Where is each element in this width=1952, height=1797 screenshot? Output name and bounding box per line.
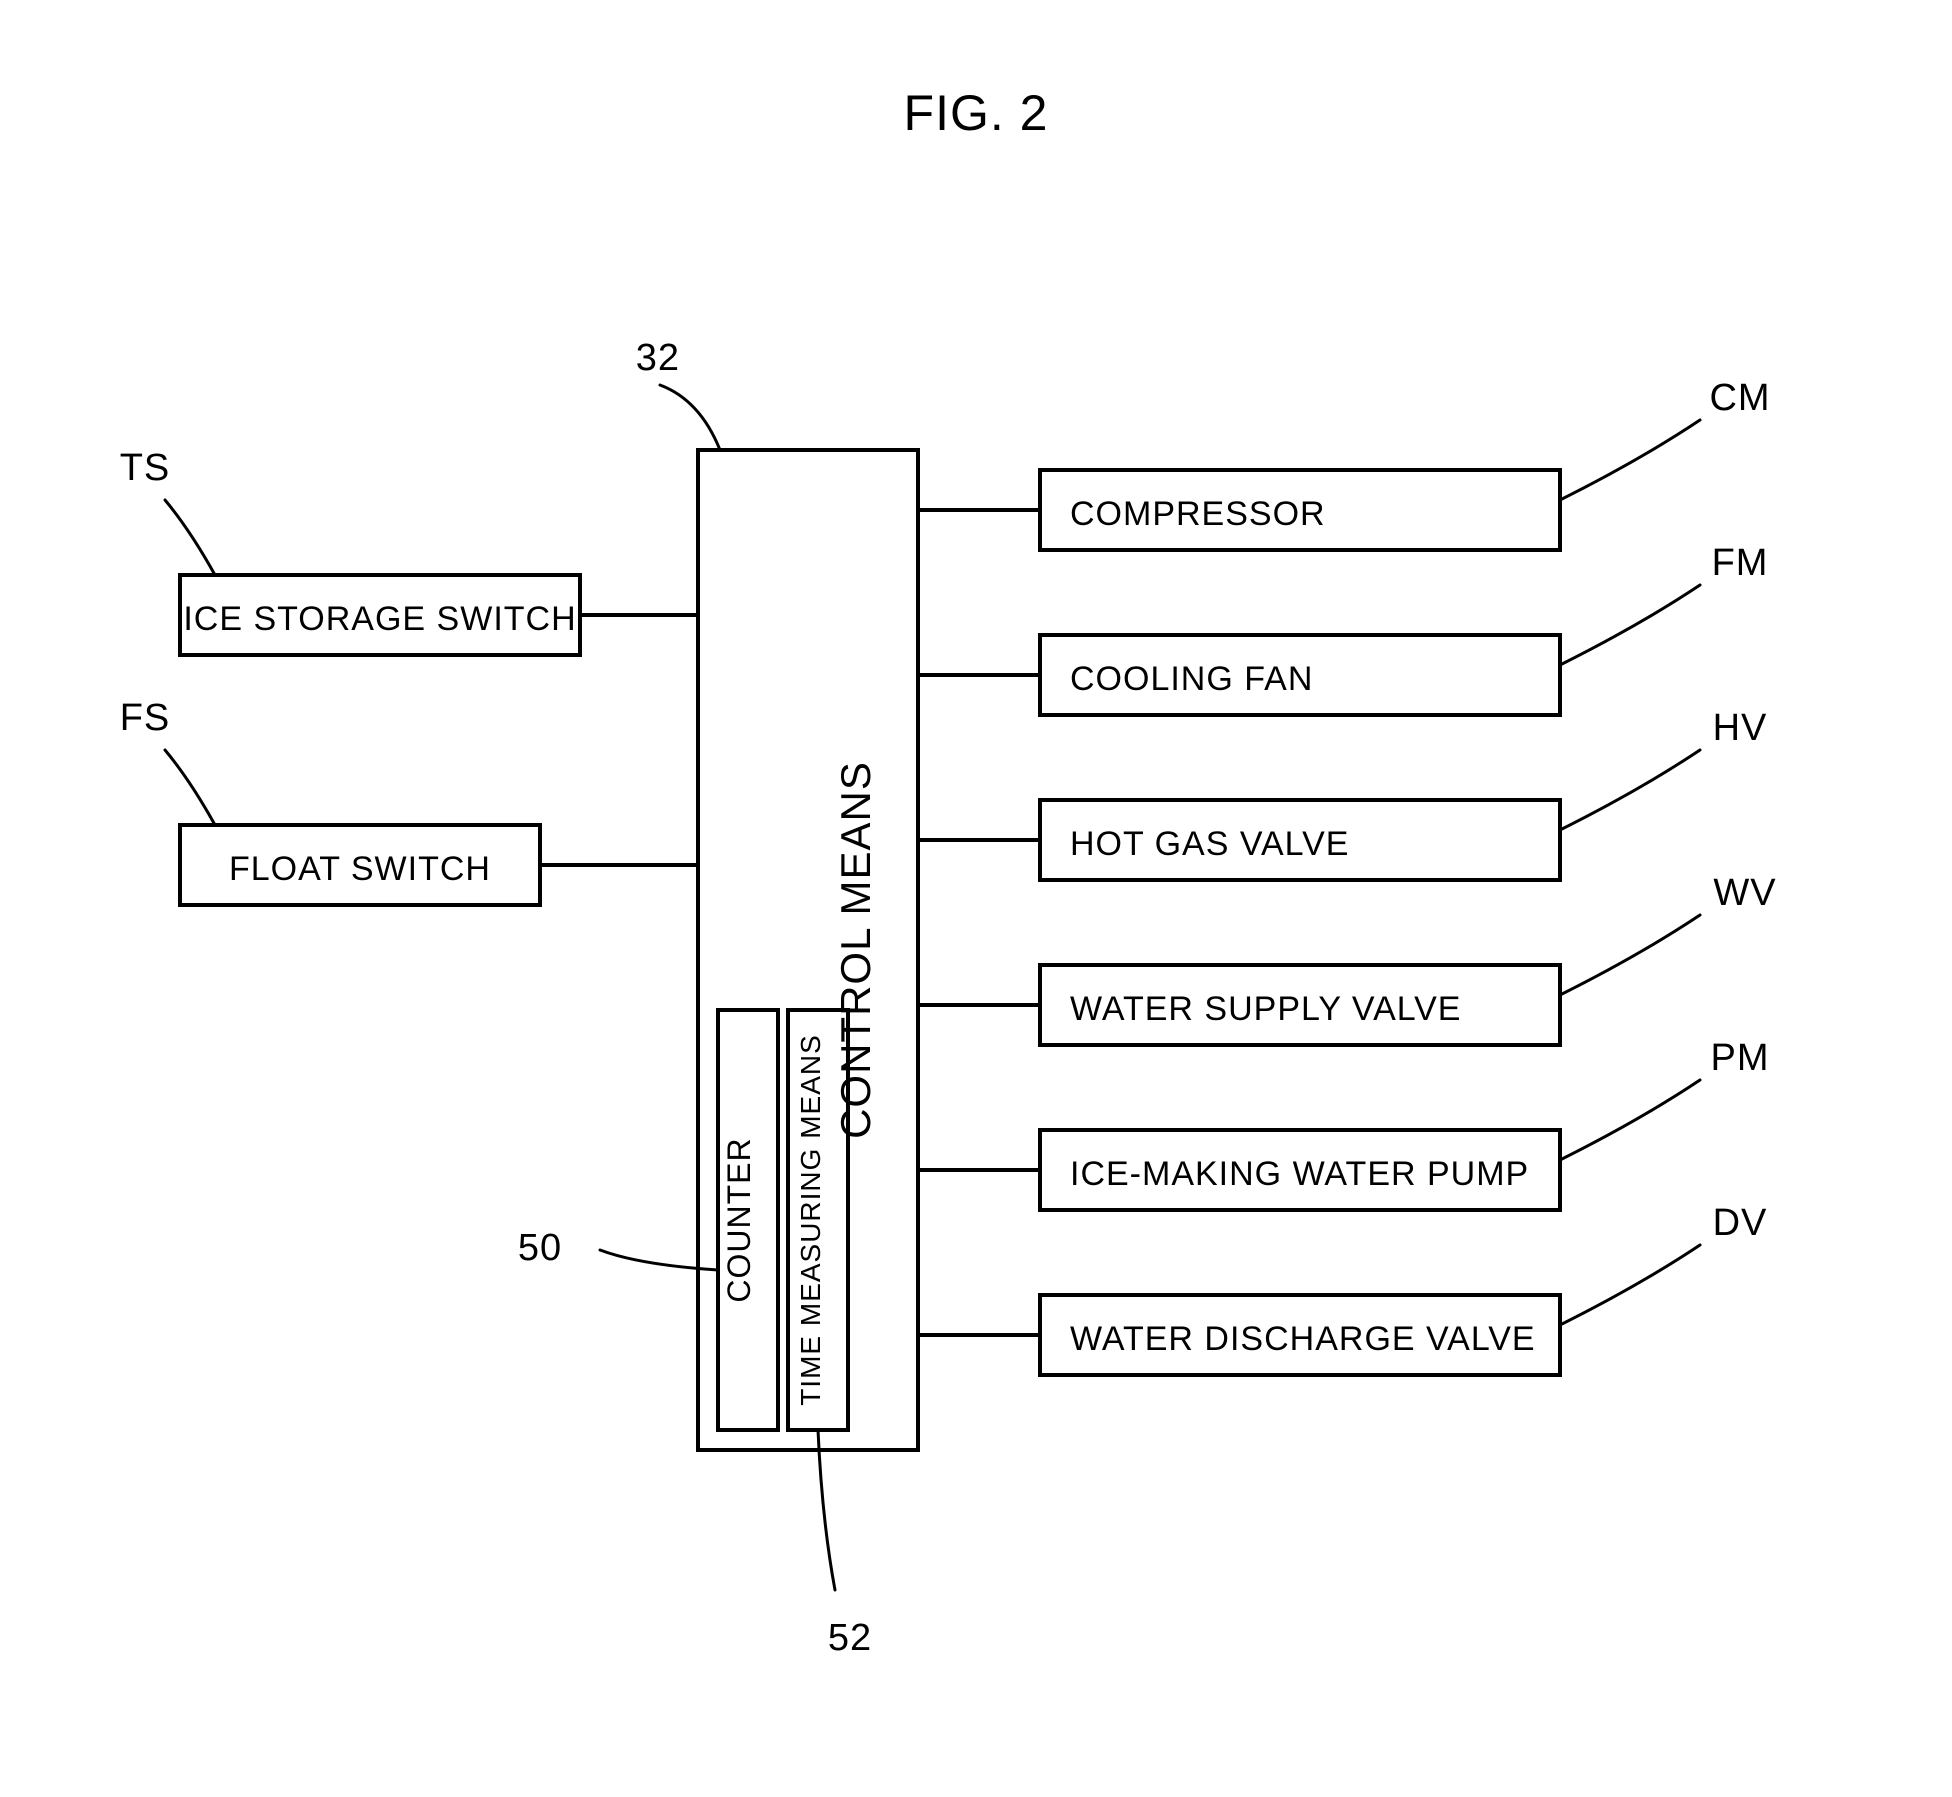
discharge-label: WATER DISCHARGE VALVE xyxy=(1070,1320,1536,1358)
label-dv: DV xyxy=(1713,1202,1768,1244)
label-ts: TS xyxy=(120,447,171,489)
block-diagram: FIG. 2 CONTROL MEANS COUNTER TIME MEASUR… xyxy=(0,0,1952,1797)
hot-gas-label: HOT GAS VALVE xyxy=(1070,825,1349,863)
cooling-fan-label: COOLING FAN xyxy=(1070,660,1313,698)
ice-pump-label: ICE-MAKING WATER PUMP xyxy=(1070,1155,1529,1193)
label-cm: CM xyxy=(1709,377,1770,419)
compressor-label: COMPRESSOR xyxy=(1070,495,1326,533)
leader-fs xyxy=(165,750,215,825)
leader-52 xyxy=(818,1430,835,1590)
float-switch-label: FLOAT SWITCH xyxy=(229,850,491,888)
label-50: 50 xyxy=(518,1227,562,1269)
label-hv: HV xyxy=(1713,707,1768,749)
label-pm: PM xyxy=(1711,1037,1770,1079)
label-wv: WV xyxy=(1713,872,1776,914)
leader-fm xyxy=(1560,585,1700,665)
counter-label: COUNTER xyxy=(721,1137,757,1302)
leader-pm xyxy=(1560,1080,1700,1160)
label-52: 52 xyxy=(828,1617,872,1659)
leader-50 xyxy=(600,1250,718,1270)
time-measuring-label: TIME MEASURING MEANS xyxy=(795,1034,826,1406)
leader-dv xyxy=(1560,1245,1700,1325)
leader-32 xyxy=(660,385,720,450)
water-supply-label: WATER SUPPLY VALVE xyxy=(1070,990,1462,1028)
label-32: 32 xyxy=(636,337,680,379)
control-means-label: CONTROL MEANS xyxy=(832,761,879,1139)
leader-hv xyxy=(1560,750,1700,830)
leader-ts xyxy=(165,500,215,575)
leader-wv xyxy=(1560,915,1700,995)
label-fm: FM xyxy=(1712,542,1769,584)
label-fs: FS xyxy=(120,697,171,739)
figure-title: FIG. 2 xyxy=(904,85,1049,141)
leader-cm xyxy=(1560,420,1700,500)
ice-storage-switch-label: ICE STORAGE SWITCH xyxy=(183,600,576,638)
